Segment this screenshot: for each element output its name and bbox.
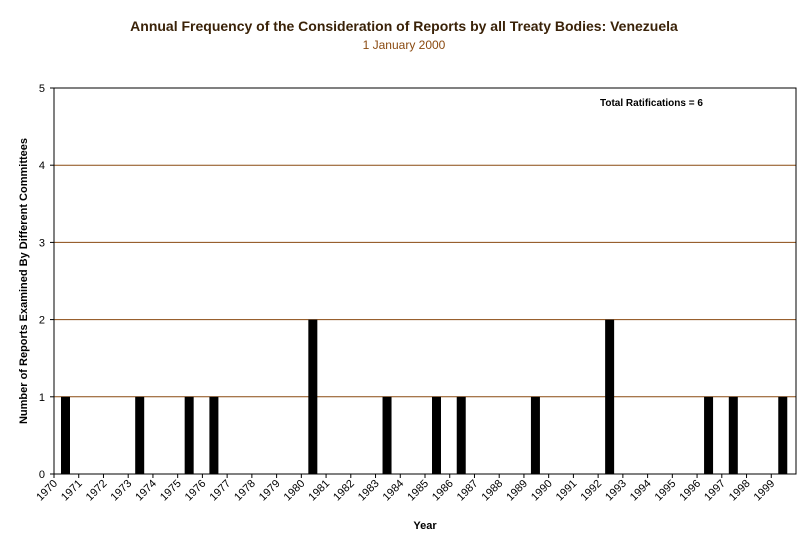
bar-1989 bbox=[530, 396, 540, 474]
x-tick-label: 1978 bbox=[232, 478, 258, 504]
x-tick-label: 1998 bbox=[727, 478, 753, 504]
x-tick-label: 1983 bbox=[356, 478, 382, 504]
x-tick-label: 1971 bbox=[59, 478, 85, 504]
chart-subtitle: 1 January 2000 bbox=[362, 38, 446, 52]
bar-1985 bbox=[432, 396, 441, 474]
y-tick-label: 3 bbox=[39, 237, 45, 249]
bar-1992 bbox=[605, 319, 615, 474]
bar-1996 bbox=[704, 396, 714, 474]
x-tick-label: 1992 bbox=[578, 478, 604, 504]
x-tick-label: 1994 bbox=[628, 478, 654, 504]
x-tick-label: 1973 bbox=[109, 478, 135, 504]
axes bbox=[50, 87, 797, 478]
x-tick-label: 1987 bbox=[455, 478, 481, 504]
y-tick-label: 0 bbox=[39, 469, 45, 481]
x-tick-label: 1984 bbox=[381, 478, 407, 504]
x-tick-label: 1974 bbox=[133, 478, 159, 504]
x-tick-label: 1970 bbox=[34, 478, 60, 504]
x-tick-label: 1989 bbox=[504, 478, 530, 504]
bar-1976 bbox=[209, 396, 219, 474]
bars bbox=[61, 319, 788, 474]
plot-frame bbox=[53, 87, 797, 475]
bar-1986 bbox=[456, 396, 466, 474]
x-tick-label: 1991 bbox=[554, 478, 580, 504]
bar-1970 bbox=[61, 396, 70, 474]
x-tick-label: 1977 bbox=[207, 478, 233, 504]
x-tick-label: 1976 bbox=[183, 478, 209, 504]
y-tick-label: 2 bbox=[39, 315, 45, 327]
gridlines bbox=[54, 164, 796, 398]
x-tick-label: 1995 bbox=[653, 478, 679, 504]
y-axis-label: Number of Reports Examined By Different … bbox=[18, 138, 30, 424]
y-tick-label: 1 bbox=[39, 392, 45, 404]
bar-1975 bbox=[184, 396, 194, 474]
bar-1980 bbox=[308, 319, 318, 474]
bar-1999 bbox=[778, 396, 788, 474]
x-tick-label: 1981 bbox=[306, 478, 332, 504]
x-axis-label: Year bbox=[413, 520, 437, 532]
x-tick-label: 1997 bbox=[702, 478, 728, 504]
x-tick-label: 1979 bbox=[257, 478, 283, 504]
x-tick-label: 1985 bbox=[405, 478, 431, 504]
x-tick-label: 1975 bbox=[158, 478, 184, 504]
x-tick-label: 1999 bbox=[752, 478, 778, 504]
y-tick-labels: 0 1 2 3 4 5 bbox=[39, 83, 45, 481]
chart-title: Annual Frequency of the Consideration of… bbox=[130, 18, 678, 34]
x-tick-label: 1982 bbox=[331, 478, 357, 504]
y-tick-label: 4 bbox=[39, 160, 45, 172]
bar-1973 bbox=[135, 396, 145, 474]
bar-1983 bbox=[382, 396, 392, 474]
y-tick-label: 5 bbox=[39, 83, 45, 95]
x-tick-label: 1990 bbox=[529, 478, 555, 504]
x-tick-label: 1980 bbox=[282, 478, 308, 504]
x-tick-label: 1988 bbox=[480, 478, 506, 504]
x-tick-labels: 1970197119721973197419751976197719781979… bbox=[34, 478, 777, 504]
x-tick-label: 1972 bbox=[84, 478, 110, 504]
x-tick-label: 1986 bbox=[430, 478, 456, 504]
x-tick-label: 1996 bbox=[677, 478, 703, 504]
total-ratifications-annotation: Total Ratifications = 6 bbox=[600, 98, 703, 109]
bar-1997 bbox=[728, 396, 738, 474]
x-tick-label: 1993 bbox=[603, 478, 629, 504]
